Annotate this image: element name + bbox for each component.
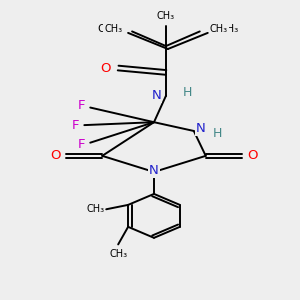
Text: F: F bbox=[78, 138, 85, 151]
Text: CH₃: CH₃ bbox=[220, 23, 239, 34]
Text: CH₃: CH₃ bbox=[157, 11, 175, 21]
Text: N: N bbox=[196, 122, 206, 135]
Text: CH₃: CH₃ bbox=[86, 204, 104, 214]
Text: H: H bbox=[213, 128, 222, 140]
Text: F: F bbox=[78, 99, 85, 112]
Text: O: O bbox=[50, 149, 60, 162]
Text: O: O bbox=[100, 61, 111, 74]
Text: CH₃: CH₃ bbox=[97, 23, 116, 34]
Text: CH₃: CH₃ bbox=[210, 23, 228, 34]
Text: O: O bbox=[248, 149, 258, 162]
Text: H: H bbox=[183, 86, 192, 99]
Text: F: F bbox=[72, 118, 80, 132]
Text: CH₃: CH₃ bbox=[109, 249, 127, 259]
Text: N: N bbox=[152, 89, 161, 102]
Text: N: N bbox=[149, 164, 159, 177]
Text: CH₃: CH₃ bbox=[104, 23, 122, 34]
